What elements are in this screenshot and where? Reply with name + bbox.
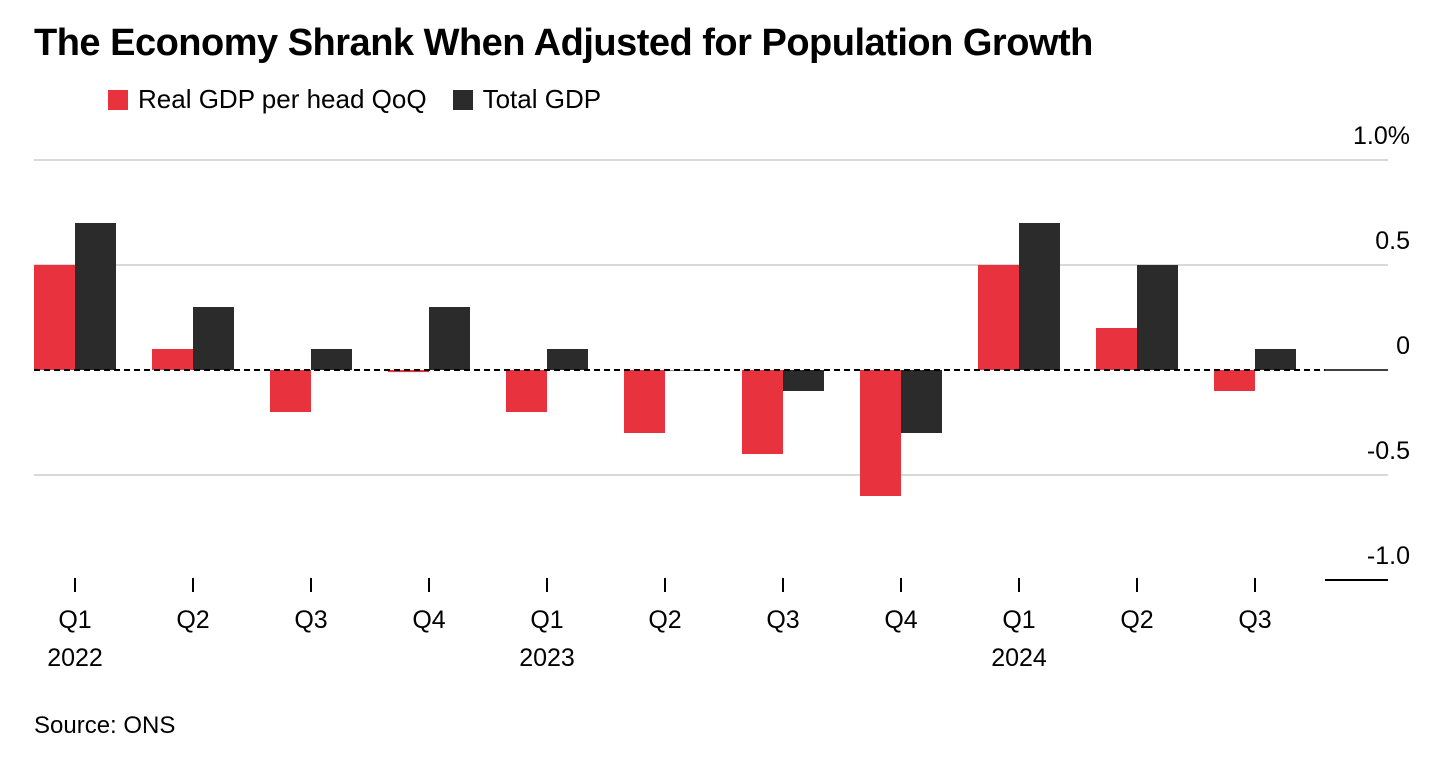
bar-real-gdp-per-head: [388, 370, 429, 373]
legend-item-total: Total GDP: [452, 84, 602, 115]
chart-title: The Economy Shrank When Adjusted for Pop…: [34, 22, 1093, 64]
x-tick-label: Q3: [766, 606, 799, 634]
x-tick-label: Q4: [884, 606, 917, 634]
bar-total-gdp: [429, 307, 470, 370]
bar-total-gdp: [75, 223, 116, 370]
source-note: Source: ONS: [34, 712, 176, 739]
bar-total-gdp: [783, 370, 824, 391]
x-year-label: 2023: [519, 644, 575, 672]
bar-total-gdp: [1255, 349, 1296, 370]
x-tick-label: Q3: [1238, 606, 1271, 634]
bar-total-gdp: [311, 349, 352, 370]
x-year-label: 2022: [47, 644, 103, 672]
bar-real-gdp-per-head: [1214, 370, 1255, 391]
bar-total-gdp: [1137, 265, 1178, 370]
y-tick-label: 1.0%: [1353, 122, 1410, 150]
y-tick-label: -1.0: [1367, 542, 1410, 570]
legend-item-per-head: Real GDP per head QoQ: [108, 84, 427, 115]
x-tick-label: Q1: [530, 606, 563, 634]
x-tick-label: Q4: [412, 606, 445, 634]
x-tick-label: Q2: [648, 606, 681, 634]
bar-real-gdp-per-head: [624, 370, 665, 433]
bar-total-gdp: [547, 349, 588, 370]
x-tick-label: Q2: [176, 606, 209, 634]
x-tick-label: Q2: [1120, 606, 1153, 634]
x-tick-label: Q1: [1002, 606, 1035, 634]
bar-real-gdp-per-head: [860, 370, 901, 496]
bar-real-gdp-per-head: [152, 349, 193, 370]
legend: Real GDP per head QoQ Total GDP: [108, 84, 627, 115]
bar-real-gdp-per-head: [1096, 328, 1137, 370]
x-tick-label: Q3: [294, 606, 327, 634]
x-tick-label: Q1: [58, 606, 91, 634]
bar-total-gdp: [901, 370, 942, 433]
bar-real-gdp-per-head: [506, 370, 547, 412]
bar-real-gdp-per-head: [978, 265, 1019, 370]
y-tick-label: 0.5: [1375, 227, 1410, 255]
bar-real-gdp-per-head: [270, 370, 311, 412]
bar-total-gdp: [1019, 223, 1060, 370]
bar-total-gdp: [193, 307, 234, 370]
x-year-label: 2024: [991, 644, 1047, 672]
bar-real-gdp-per-head: [742, 370, 783, 454]
legend-label-per-head: Real GDP per head QoQ: [138, 84, 427, 114]
legend-swatch-total: [452, 89, 473, 110]
legend-label-total: Total GDP: [482, 84, 602, 114]
legend-swatch-per-head: [108, 89, 128, 110]
bar-real-gdp-per-head: [34, 265, 75, 370]
y-tick-label: 0: [1396, 332, 1410, 360]
y-tick-label: -0.5: [1367, 437, 1410, 465]
